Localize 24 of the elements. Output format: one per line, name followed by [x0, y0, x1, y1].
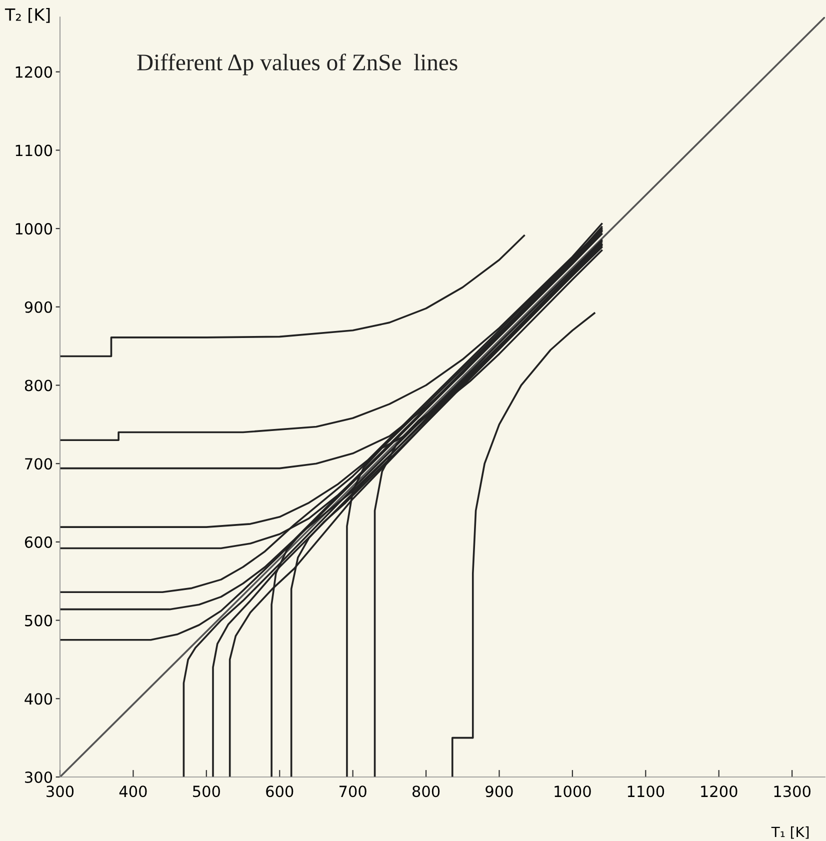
x-tick-label: 1300	[774, 786, 810, 798]
x-tick-label: 700	[339, 786, 366, 798]
x-tick-label: 1100	[628, 786, 664, 798]
y-tick-label: 500	[25, 614, 52, 626]
y-tick-label: 400	[24, 693, 52, 705]
y-tick-label: 1200	[16, 66, 52, 78]
y-tick-label: 700	[25, 458, 52, 470]
x-tick-label: 900	[486, 786, 513, 798]
y-tick-label: 300	[25, 771, 52, 784]
x-tick-label: 300	[46, 786, 74, 798]
y-tick-label: 1100	[16, 144, 52, 156]
x-tick-label: 800	[412, 786, 440, 798]
y-tick-label: 800	[24, 380, 52, 392]
y-tick-label: 900	[24, 301, 52, 313]
x-axis-title: T₁ [K]	[771, 826, 809, 839]
x-tick-label: 1200	[701, 786, 738, 798]
x-tick-label: 400	[119, 786, 147, 798]
y-tick-label: 1000	[16, 223, 52, 235]
y-axis-title: T₂ [K]	[4, 8, 50, 23]
x-tick-label: 600	[266, 786, 294, 798]
x-tick-label: 1000	[554, 786, 591, 798]
x-tick-label: 500	[193, 786, 220, 798]
text: Different Δp values of ZnSe lines	[137, 54, 458, 76]
y-tick-label: 600	[24, 536, 52, 548]
